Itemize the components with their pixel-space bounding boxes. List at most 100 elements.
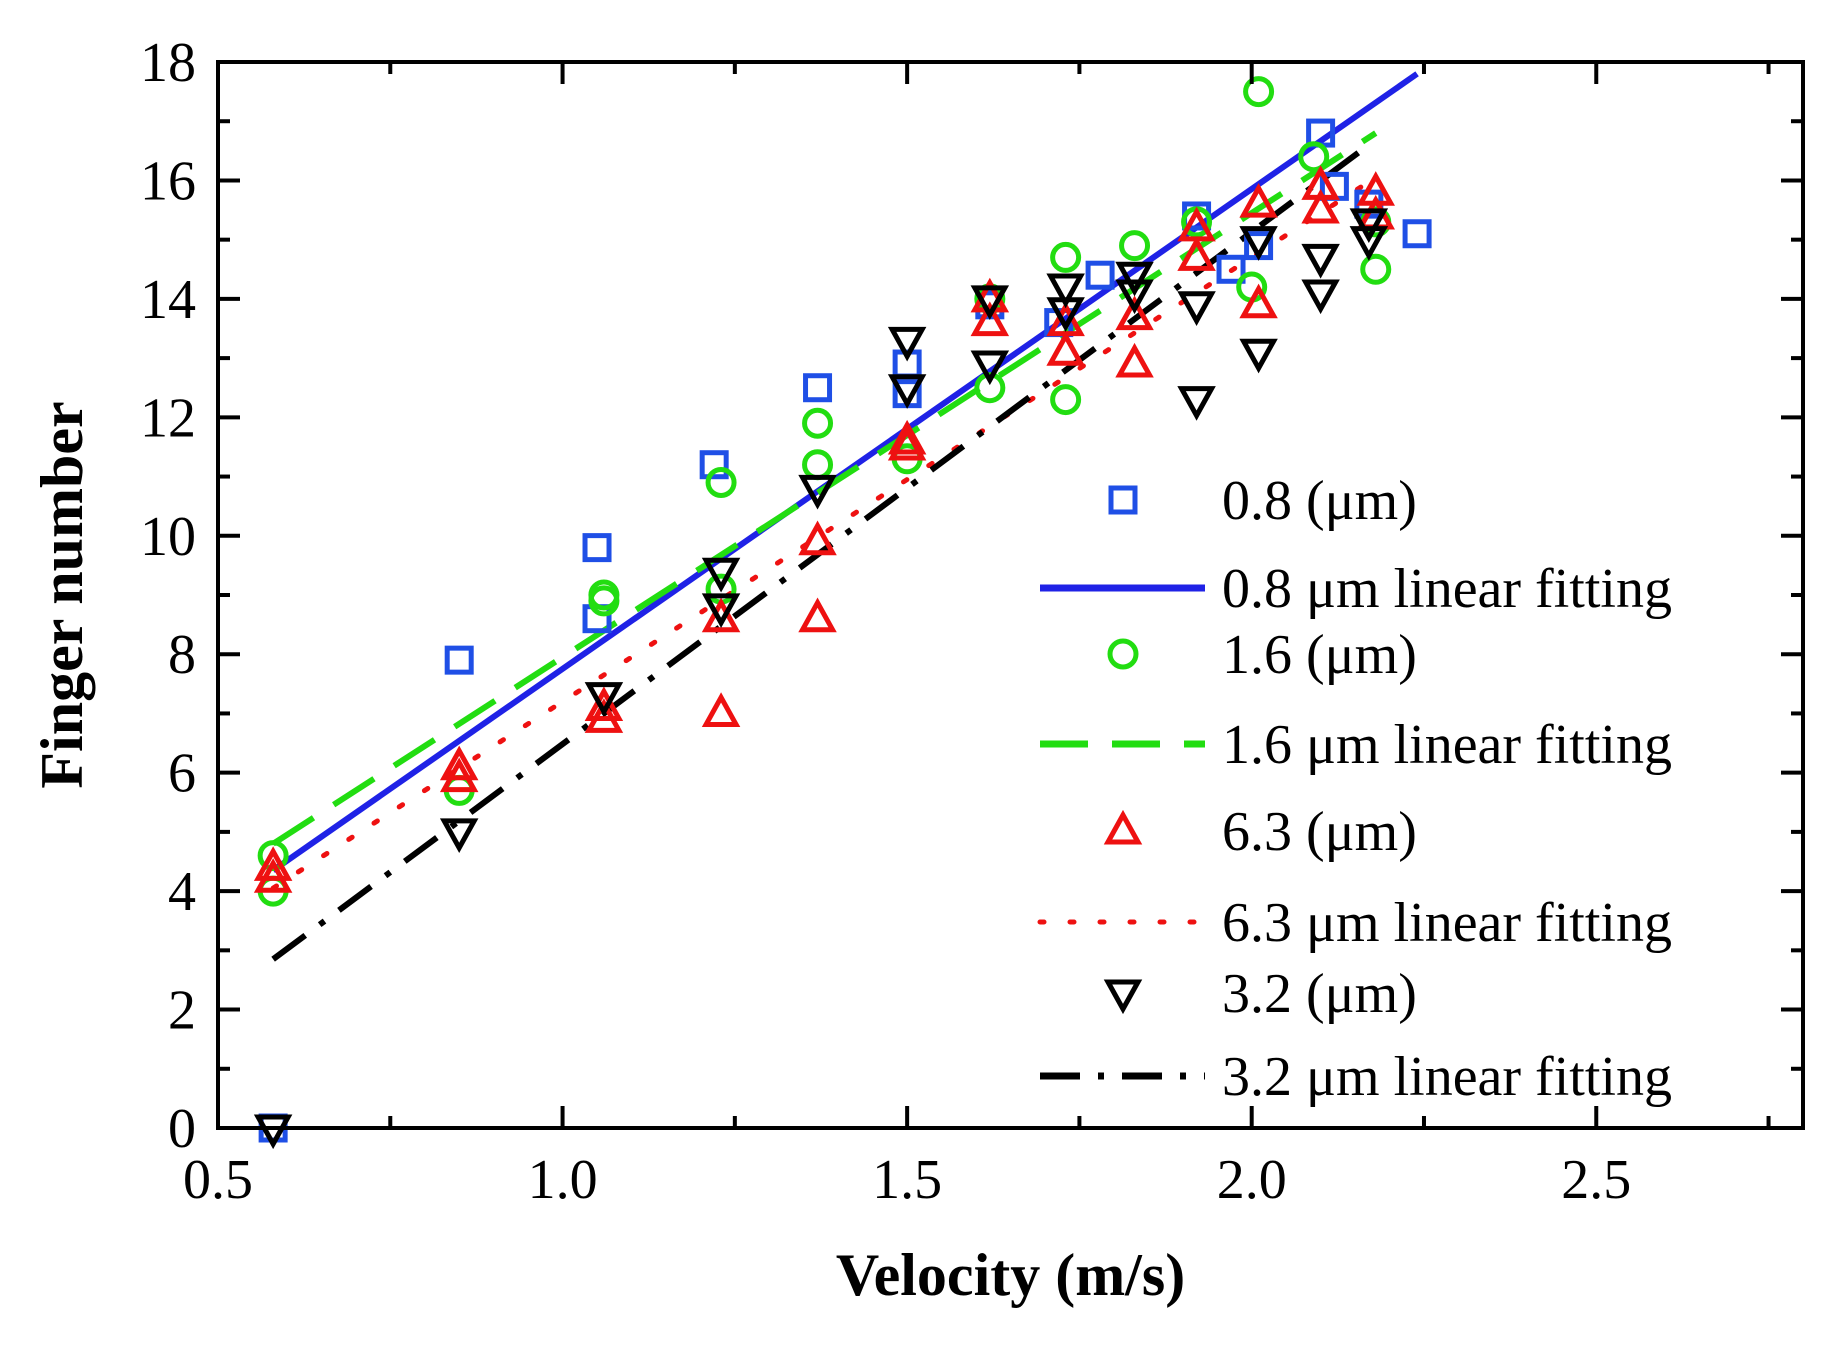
data-point [970,285,1010,321]
legend-item-2: 0.8 μm linear fitting [1040,558,1672,620]
legend-label: 3.2 μm linear fitting [1222,1046,1672,1108]
data-point [253,1114,293,1150]
data-point [1115,342,1154,378]
data-point [1177,291,1216,326]
legend-item-1: 0.8 (μm) [1108,470,1417,532]
data-point [439,745,479,781]
data-point [1301,243,1340,279]
x-axis-title: Velocity (m/s) [836,1242,1185,1308]
x-tick-label: 2.0 [1217,1149,1287,1211]
data-point [1360,253,1392,285]
data-point [1050,241,1082,273]
data-point [1402,219,1432,249]
legend-label: 3.2 (μm) [1222,963,1417,1025]
data-point [705,466,737,498]
data-point [798,520,837,556]
data-point [439,757,479,793]
legend-label: 0.8 (μm) [1222,470,1417,532]
data-point [253,846,293,881]
data-point [802,449,834,481]
data-point [1085,260,1115,290]
y-tick-label: 2 [168,980,196,1042]
data-point [1046,297,1085,332]
data-point [257,840,289,872]
x-tick-label: 2.5 [1561,1149,1631,1211]
legend-symbol [1108,485,1138,515]
legend-item-4: 1.6 μm linear fitting [1040,714,1672,776]
data-point [970,301,1010,337]
data-point [1243,76,1275,108]
legend-item-5: 6.3 (μm) [1103,801,1417,863]
data-point [887,419,927,455]
series-3-points [253,165,1395,893]
legend-label: 1.6 (μm) [1222,624,1417,686]
legend-item-8: 3.2 μm linear fitting [1040,1046,1672,1108]
data-point [887,425,927,461]
data-point [887,374,927,409]
y-axis-title: Finger number [29,401,95,788]
data-point [1239,182,1278,218]
data-point [887,326,927,362]
data-point [803,373,833,403]
x-tick-label: 1.0 [528,1149,598,1211]
x-tick-label: 1.5 [872,1149,942,1211]
data-point [701,557,741,593]
legend-label: 6.3 μm linear fitting [1222,892,1672,954]
data-point [798,597,837,633]
data-point [1115,295,1154,331]
x-tick-label: 0.5 [183,1149,253,1211]
tick-labels: 0.5 1.0 1.5 2.0 2.5 0 2 4 6 8 10 12 14 16 18 [140,32,1631,1211]
series-4-points [253,208,1389,1150]
legend-label: 0.8 μm linear fitting [1222,558,1672,620]
data-point [584,682,624,717]
y-tick-label: 4 [168,861,196,923]
y-tick-label: 16 [140,150,196,212]
y-tick-label: 6 [168,743,196,805]
data-point [1239,338,1278,374]
data-points [253,76,1432,1150]
data-point [1301,279,1340,315]
data-point [1119,230,1151,262]
legend-symbol [1103,979,1143,1015]
data-point [253,858,293,893]
data-point [588,585,620,617]
y-tick-label: 18 [140,32,196,94]
data-point [439,818,479,854]
data-point [1046,273,1085,309]
data-point [701,593,741,628]
axes [216,60,1805,1130]
y-tick-label: 12 [140,387,196,449]
data-point [701,597,741,633]
data-point [1177,386,1216,421]
data-point [1050,384,1082,416]
data-point [1177,236,1216,271]
legend-item-6: 6.3 μm linear fitting [1037,892,1672,954]
data-point [701,692,741,727]
data-point [699,450,729,480]
fit-line-3 [270,174,1379,891]
legend-label: 1.6 μm linear fitting [1222,714,1672,776]
data-point [798,474,837,510]
data-point [1046,331,1085,366]
legend-item-3: 1.6 (μm) [1107,624,1417,686]
data-point [1115,279,1154,315]
data-point [1349,226,1389,261]
data-point [444,645,474,675]
data-point [974,372,1006,404]
data-point [584,686,624,722]
data-point [1216,254,1246,284]
legend-symbol [1107,638,1139,670]
y-tick-label: 0 [168,1098,196,1160]
data-point [802,407,834,439]
data-point [1298,141,1330,173]
legend-item-7: 3.2 (μm) [1103,963,1417,1025]
data-point [1115,261,1154,297]
data-point [1349,208,1389,244]
legend-symbol [1103,809,1143,845]
y-tick-label: 14 [140,269,196,331]
data-point [1239,226,1278,261]
data-point [1301,188,1340,224]
